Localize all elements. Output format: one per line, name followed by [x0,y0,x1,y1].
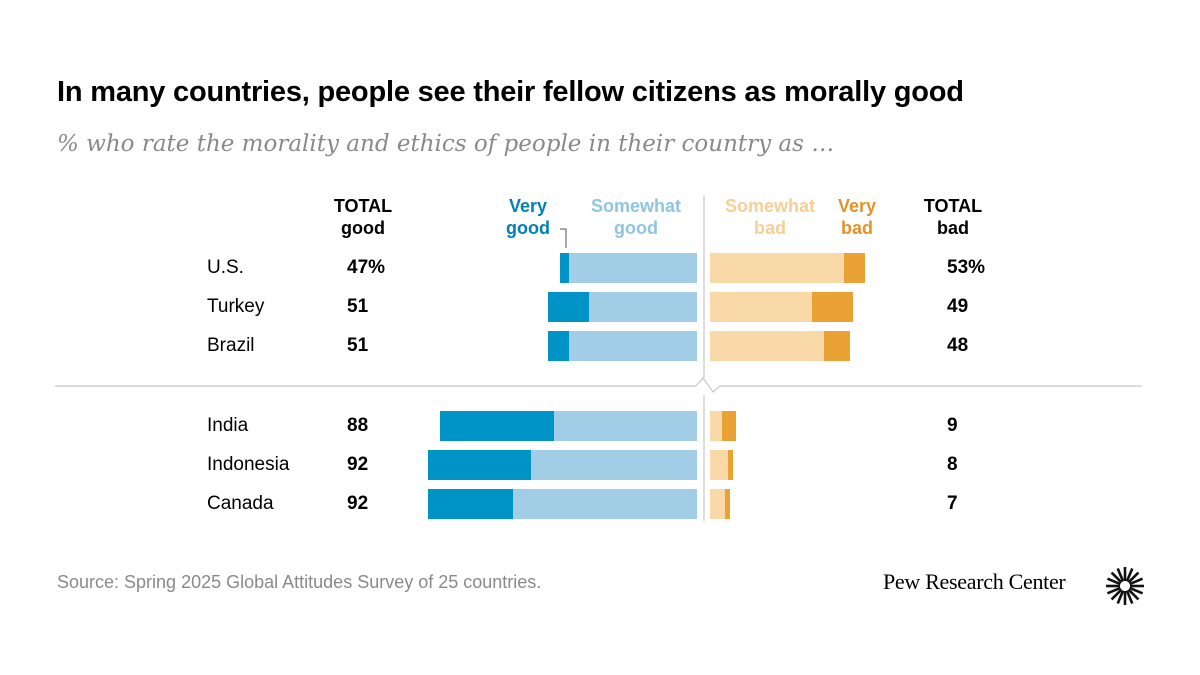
axis-break-mark [695,377,721,393]
header-total-bad: TOTAL bad [905,195,1001,239]
total-good-us: 47% [347,257,386,278]
country-label-brazil: Brazil [207,335,255,356]
bar-very-good-turkey [548,292,589,322]
total-bad-brazil: 48 [947,335,969,356]
source-note: Source: Spring 2025 Global Attitudes Sur… [57,572,542,592]
logo-ray [1129,586,1144,595]
header-total-good-line2: good [341,218,385,238]
header-somewhat-bad: Somewhat bad [712,195,828,239]
pew-sunburst-icon [1106,567,1144,605]
bar-somewhat-good-canada [513,489,697,519]
brand-name: Pew Research Center [883,569,1066,594]
logo-ray [1127,571,1140,584]
header-somewhat-bad-line1: Somewhat [724,196,816,216]
bar-somewhat-good-india [553,411,697,441]
bar-very-bad-turkey [812,292,854,322]
logo-ray [1106,586,1121,595]
header-very-bad: Very bad [828,195,886,239]
total-bad-indonesia: 8 [947,454,958,475]
total-good-canada: 92 [347,493,369,514]
header-total-bad-line2: bad [936,218,969,238]
total-bad-canada: 7 [947,493,958,514]
bar-very-bad-us [844,253,865,283]
country-label-india: India [207,415,249,436]
bar-somewhat-good-indonesia [530,450,697,480]
bar-very-good-india [440,411,554,441]
country-label-canada: Canada [207,493,274,514]
logo-ray [1116,567,1125,582]
bar-very-good-canada [428,489,514,519]
bar-somewhat-good-us [568,253,697,283]
bar-very-bad-india [721,411,737,441]
bar-somewhat-bad-india [710,411,722,441]
logo-ray [1125,590,1134,605]
logo-ray [1110,588,1123,601]
header-very-good: Very good [495,195,561,239]
bar-somewhat-bad-indonesia [710,450,728,480]
bar-somewhat-bad-turkey [710,292,813,322]
header-somewhat-good-line2: good [614,218,658,238]
bar-somewhat-good-turkey [588,292,697,322]
logo-ray [1116,590,1125,605]
header-very-good-line1: Very [508,196,548,216]
total-good-brazil: 51 [347,335,369,356]
header-very-bad-line2: bad [840,218,873,238]
chart-subtitle: % who rate the morality and ethics of pe… [57,131,835,157]
total-good-indonesia: 92 [347,454,369,475]
total-good-turkey: 51 [347,296,369,317]
bar-very-bad-indonesia [727,450,734,480]
logo-ray [1110,571,1123,584]
logo-ray [1127,588,1140,601]
total-bad-turkey: 49 [947,296,969,317]
total-bad-india: 9 [947,415,958,436]
header-somewhat-good: Somewhat good [578,195,694,239]
chart-title: In many countries, people see their fell… [57,76,964,108]
total-good-india: 88 [347,415,369,436]
header-very-bad-line1: Very [837,196,877,216]
total-bad-us: 53% [947,257,986,278]
bar-somewhat-bad-brazil [710,331,824,361]
bar-very-good-brazil [548,331,569,361]
bar-very-bad-brazil [823,331,851,361]
logo-ray [1106,577,1121,586]
bar-very-bad-canada [724,489,731,519]
bar-very-good-us [559,253,569,283]
bar-somewhat-good-brazil [568,331,697,361]
header-total-good: TOTAL good [318,195,408,239]
bar-somewhat-bad-us [710,253,845,283]
bar-somewhat-bad-canada [710,489,725,519]
header-somewhat-good-line1: Somewhat [590,196,682,216]
header-somewhat-bad-line2: bad [753,218,786,238]
logo-ray [1125,567,1134,582]
country-label-indonesia: Indonesia [207,454,290,475]
country-label-turkey: Turkey [207,296,265,317]
header-total-good-line1: TOTAL [333,196,393,216]
header-total-bad-line1: TOTAL [923,196,983,216]
header-very-good-line2: good [506,218,550,238]
bar-very-good-indonesia [428,450,531,480]
country-label-us: U.S. [207,257,244,278]
logo-ray [1129,577,1144,586]
very-good-bracket [560,228,567,248]
